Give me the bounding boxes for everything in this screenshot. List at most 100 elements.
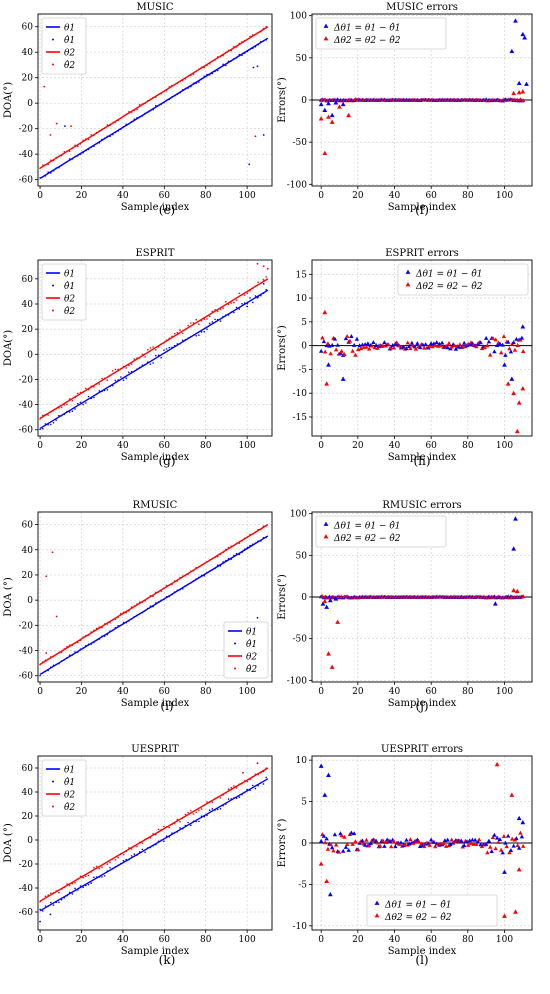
error-outlier-theta2 [329, 664, 335, 669]
estimate-point-theta1 [93, 396, 95, 399]
error-marker-theta2 [367, 346, 372, 351]
y-tick-label: 60 [22, 275, 34, 285]
legend-label: Δθ2 = θ2 − θ̂2 [384, 912, 452, 923]
error-marker-theta1 [415, 341, 420, 346]
error-marker-theta1 [382, 340, 387, 345]
estimate-point-theta1 [120, 376, 122, 378]
error-marker-theta1 [404, 837, 409, 842]
y-axis-label: Errors(°) [277, 325, 288, 371]
estimate-point-theta2 [101, 866, 103, 869]
y-axis-label: DOA (°) [3, 577, 14, 617]
estimate-point-theta1 [208, 322, 211, 325]
estimate-point-theta1 [235, 306, 238, 309]
estimate-point-theta2 [152, 346, 154, 348]
estimate-point-theta1 [163, 840, 165, 843]
chart-panel-i: 0 20 40 60 80 100 -60 -40 -20 0 20 40 60 RMUSIC Sample… [3, 500, 273, 713]
error-marker-theta1 [321, 833, 327, 838]
legend-triangle-marker [323, 534, 329, 539]
error-outlier-theta2 [505, 381, 511, 386]
y-tick-label: -40 [19, 401, 34, 411]
error-outlier-theta2 [511, 587, 517, 593]
estimate-point-theta2 [144, 356, 146, 358]
y-tick-label: -20 [19, 860, 34, 870]
error-marker-theta2 [378, 843, 383, 848]
error-marker-theta1 [368, 840, 373, 845]
x-tick-label: 40 [117, 191, 129, 201]
estimate-point-theta1 [76, 402, 79, 405]
error-marker-theta2 [383, 840, 388, 845]
error-outlier-theta1 [327, 891, 333, 897]
error-marker-theta2 [499, 847, 504, 852]
error-marker-theta2 [325, 846, 331, 851]
error-marker-theta2 [391, 345, 397, 350]
estimate-point-theta2 [222, 307, 224, 310]
y-tick-label: 40 [22, 48, 34, 58]
estimate-point-theta1 [168, 346, 171, 349]
estimate-point-theta1 [219, 807, 222, 810]
x-tick-label: 60 [425, 191, 437, 201]
estimate-point-theta2 [246, 292, 249, 295]
x-tick-label: 20 [352, 191, 364, 201]
error-outlier-theta2 [520, 89, 526, 94]
estimate-outlier-theta1 [248, 163, 251, 166]
estimate-outlier-theta1 [262, 282, 265, 285]
estimate-point-theta2 [109, 861, 111, 864]
estimate-point-theta2 [50, 892, 52, 895]
legend-box [397, 263, 529, 296]
true-line-theta1 [39, 535, 269, 676]
estimate-point-theta1 [44, 905, 47, 907]
error-marker-theta2 [441, 841, 446, 845]
error-marker-theta2 [433, 342, 438, 347]
error-marker-theta1 [340, 848, 346, 853]
estimate-point-theta1 [200, 331, 203, 333]
error-outlier-theta1 [502, 362, 507, 367]
x-tick-label: 60 [159, 441, 171, 451]
y-tick-label: 20 [22, 325, 34, 335]
error-marker-theta2 [402, 842, 408, 847]
y-tick-label: -10 [293, 389, 308, 399]
error-marker-theta2 [334, 347, 339, 352]
panel-caption: (i) [160, 699, 173, 713]
y-tick-label: 40 [22, 300, 34, 310]
error-outlier-theta1 [513, 516, 518, 521]
estimate-point-theta1 [79, 401, 82, 404]
estimate-point-theta2 [76, 145, 79, 148]
y-tick-label: 0 [301, 342, 307, 352]
error-marker-theta1 [489, 848, 494, 853]
x-tick-label: 0 [318, 441, 324, 451]
estimate-point-theta2 [192, 813, 195, 815]
y-axis-label: Errors (°) [277, 819, 288, 868]
error-marker-theta2 [345, 334, 350, 339]
x-tick-label: 0 [37, 191, 43, 201]
error-outlier-theta1 [320, 601, 326, 606]
y-tick-label: 10 [296, 294, 308, 304]
plot-frame [37, 511, 273, 683]
estimate-outlier-theta2 [70, 125, 73, 128]
plot-frame [37, 755, 273, 931]
estimate-point-theta1 [74, 408, 76, 410]
error-outlier-theta2 [326, 114, 331, 119]
y-tick-label: 0 [27, 836, 33, 846]
error-marker-theta1 [393, 844, 398, 849]
legend-label: θ2 [64, 49, 75, 59]
error-marker-theta1 [335, 342, 340, 347]
error-marker-theta1 [351, 831, 357, 836]
x-tick-label: 20 [352, 441, 364, 451]
error-marker-theta1 [423, 342, 428, 347]
estimate-point-theta1 [68, 411, 71, 413]
legend-label: Δθ1 = θ1 − θ̂1 [415, 269, 482, 280]
estimate-point-theta2 [216, 310, 219, 312]
x-tick-label: 100 [239, 441, 256, 451]
error-marker-theta1 [461, 340, 467, 345]
x-tick-label: 20 [76, 441, 88, 451]
estimate-outlier-theta1 [39, 920, 41, 923]
estimate-point-theta2 [58, 891, 60, 894]
chart-panel-k: 0 20 40 60 80 100 -60 -40 -20 0 20 40 60 UESPRIT Sampl… [3, 744, 273, 967]
estimate-point-theta2 [146, 348, 149, 351]
x-tick-label: 80 [200, 687, 212, 697]
error-marker-theta2 [356, 847, 361, 852]
legend-label: θ̂1 [246, 639, 257, 650]
x-axis-label: Sample index [388, 698, 457, 709]
estimate-point-theta2 [93, 866, 95, 869]
